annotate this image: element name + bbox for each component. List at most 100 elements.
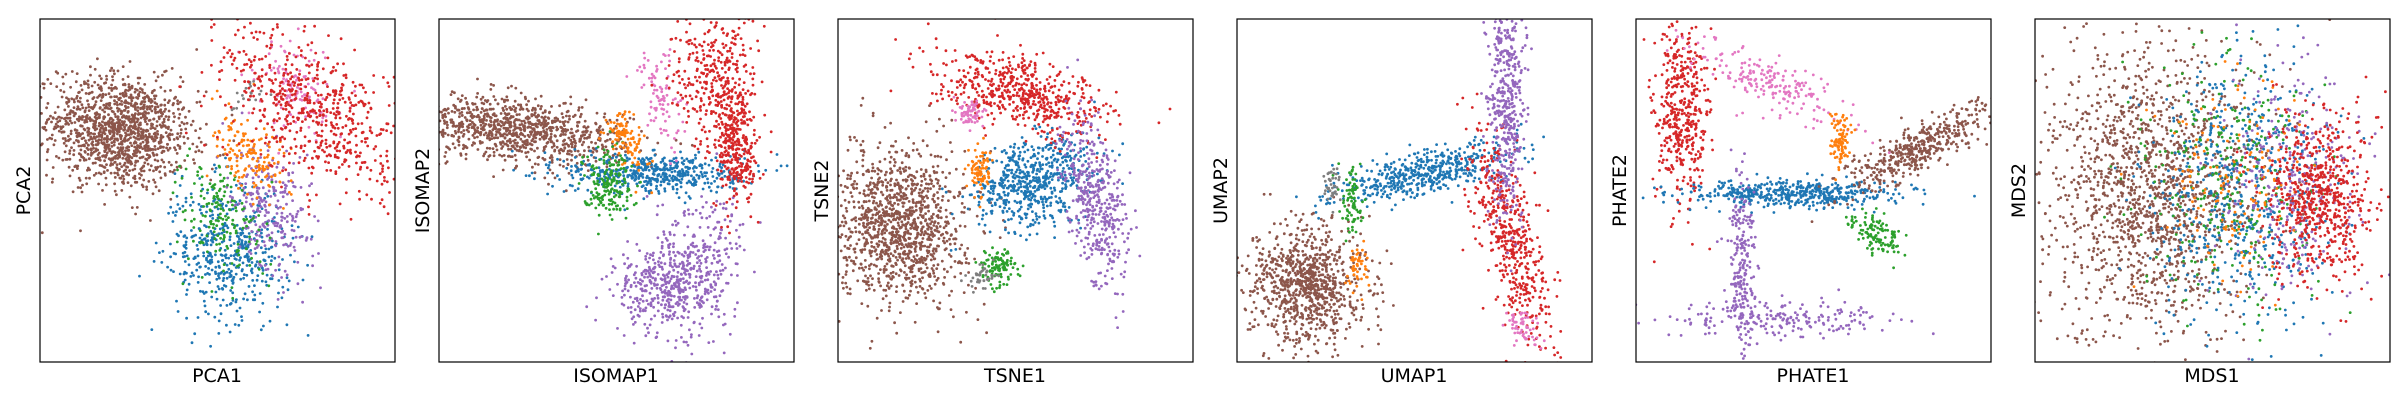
data-point <box>319 286 322 290</box>
data-point <box>122 163 126 167</box>
data-point <box>595 296 598 300</box>
data-point <box>225 16 228 19</box>
data-point <box>225 230 229 234</box>
data-point <box>81 132 84 135</box>
data-point <box>548 161 552 164</box>
data-point <box>259 264 263 268</box>
data-point <box>197 227 201 230</box>
data-point <box>163 165 167 169</box>
data-point <box>262 258 266 262</box>
data-point <box>226 143 230 147</box>
data-point <box>705 201 708 204</box>
data-point <box>570 145 574 149</box>
data-point <box>204 214 207 218</box>
data-point <box>641 168 645 172</box>
data-point <box>107 129 111 133</box>
data-point <box>278 262 281 266</box>
data-point <box>252 80 256 83</box>
data-point <box>291 236 295 240</box>
data-point <box>293 151 297 155</box>
data-point <box>228 330 232 334</box>
data-point <box>472 115 476 118</box>
data-point <box>536 104 540 108</box>
data-point <box>527 99 530 103</box>
data-point <box>105 134 109 138</box>
data-point <box>86 168 89 172</box>
data-point <box>250 261 254 264</box>
data-point <box>660 244 664 248</box>
data-point <box>561 116 565 119</box>
data-point <box>307 59 311 63</box>
data-point <box>632 315 636 319</box>
data-point <box>521 107 525 111</box>
data-point <box>277 268 281 272</box>
data-point <box>121 174 124 178</box>
data-point <box>551 171 555 175</box>
data-point <box>621 179 624 183</box>
data-point <box>242 193 246 197</box>
data-point <box>443 113 446 117</box>
data-point <box>258 234 262 238</box>
data-point <box>722 170 726 173</box>
data-point <box>257 214 261 217</box>
data-point <box>503 136 507 140</box>
data-point <box>547 117 551 120</box>
data-point <box>626 256 630 260</box>
data-point <box>257 267 261 271</box>
data-point <box>716 185 719 189</box>
data-point <box>594 318 597 322</box>
data-point <box>310 41 314 45</box>
data-point <box>133 90 137 94</box>
data-point <box>220 287 224 290</box>
data-point <box>275 23 279 26</box>
data-point <box>606 132 610 136</box>
data-point <box>736 274 739 277</box>
data-point <box>250 31 254 35</box>
data-point <box>154 111 158 115</box>
data-point <box>230 165 234 168</box>
data-point <box>580 143 584 147</box>
data-point <box>242 134 246 138</box>
data-point <box>237 253 241 257</box>
data-point <box>11 101 14 104</box>
data-point <box>668 233 672 236</box>
data-point <box>270 175 273 179</box>
data-point <box>533 171 537 175</box>
data-point <box>143 91 147 95</box>
data-point <box>327 34 330 37</box>
data-point <box>506 143 509 147</box>
data-point <box>499 142 503 145</box>
data-point <box>667 289 670 293</box>
data-point <box>312 101 316 105</box>
data-point <box>536 156 540 160</box>
data-point <box>254 173 258 177</box>
data-point <box>136 117 139 121</box>
data-point <box>392 124 395 128</box>
data-point <box>348 109 352 113</box>
data-point <box>344 76 348 80</box>
data-point <box>134 112 137 116</box>
data-point <box>274 268 277 272</box>
data-point <box>288 83 291 87</box>
data-point <box>707 272 711 276</box>
data-point <box>292 245 296 249</box>
data-point <box>281 169 284 173</box>
data-point <box>207 225 211 229</box>
data-point <box>279 106 283 110</box>
data-point <box>228 150 232 154</box>
data-point <box>250 68 254 72</box>
data-point <box>65 113 69 117</box>
data-point <box>473 132 476 135</box>
data-point <box>178 164 182 168</box>
data-point <box>263 141 267 145</box>
data-point <box>289 122 292 125</box>
data-point <box>301 300 304 304</box>
data-point <box>677 178 681 182</box>
data-point <box>668 242 672 246</box>
data-point <box>94 172 98 175</box>
data-point <box>646 275 650 279</box>
data-point <box>683 214 686 217</box>
data-point <box>565 166 569 170</box>
data-point <box>209 243 213 247</box>
